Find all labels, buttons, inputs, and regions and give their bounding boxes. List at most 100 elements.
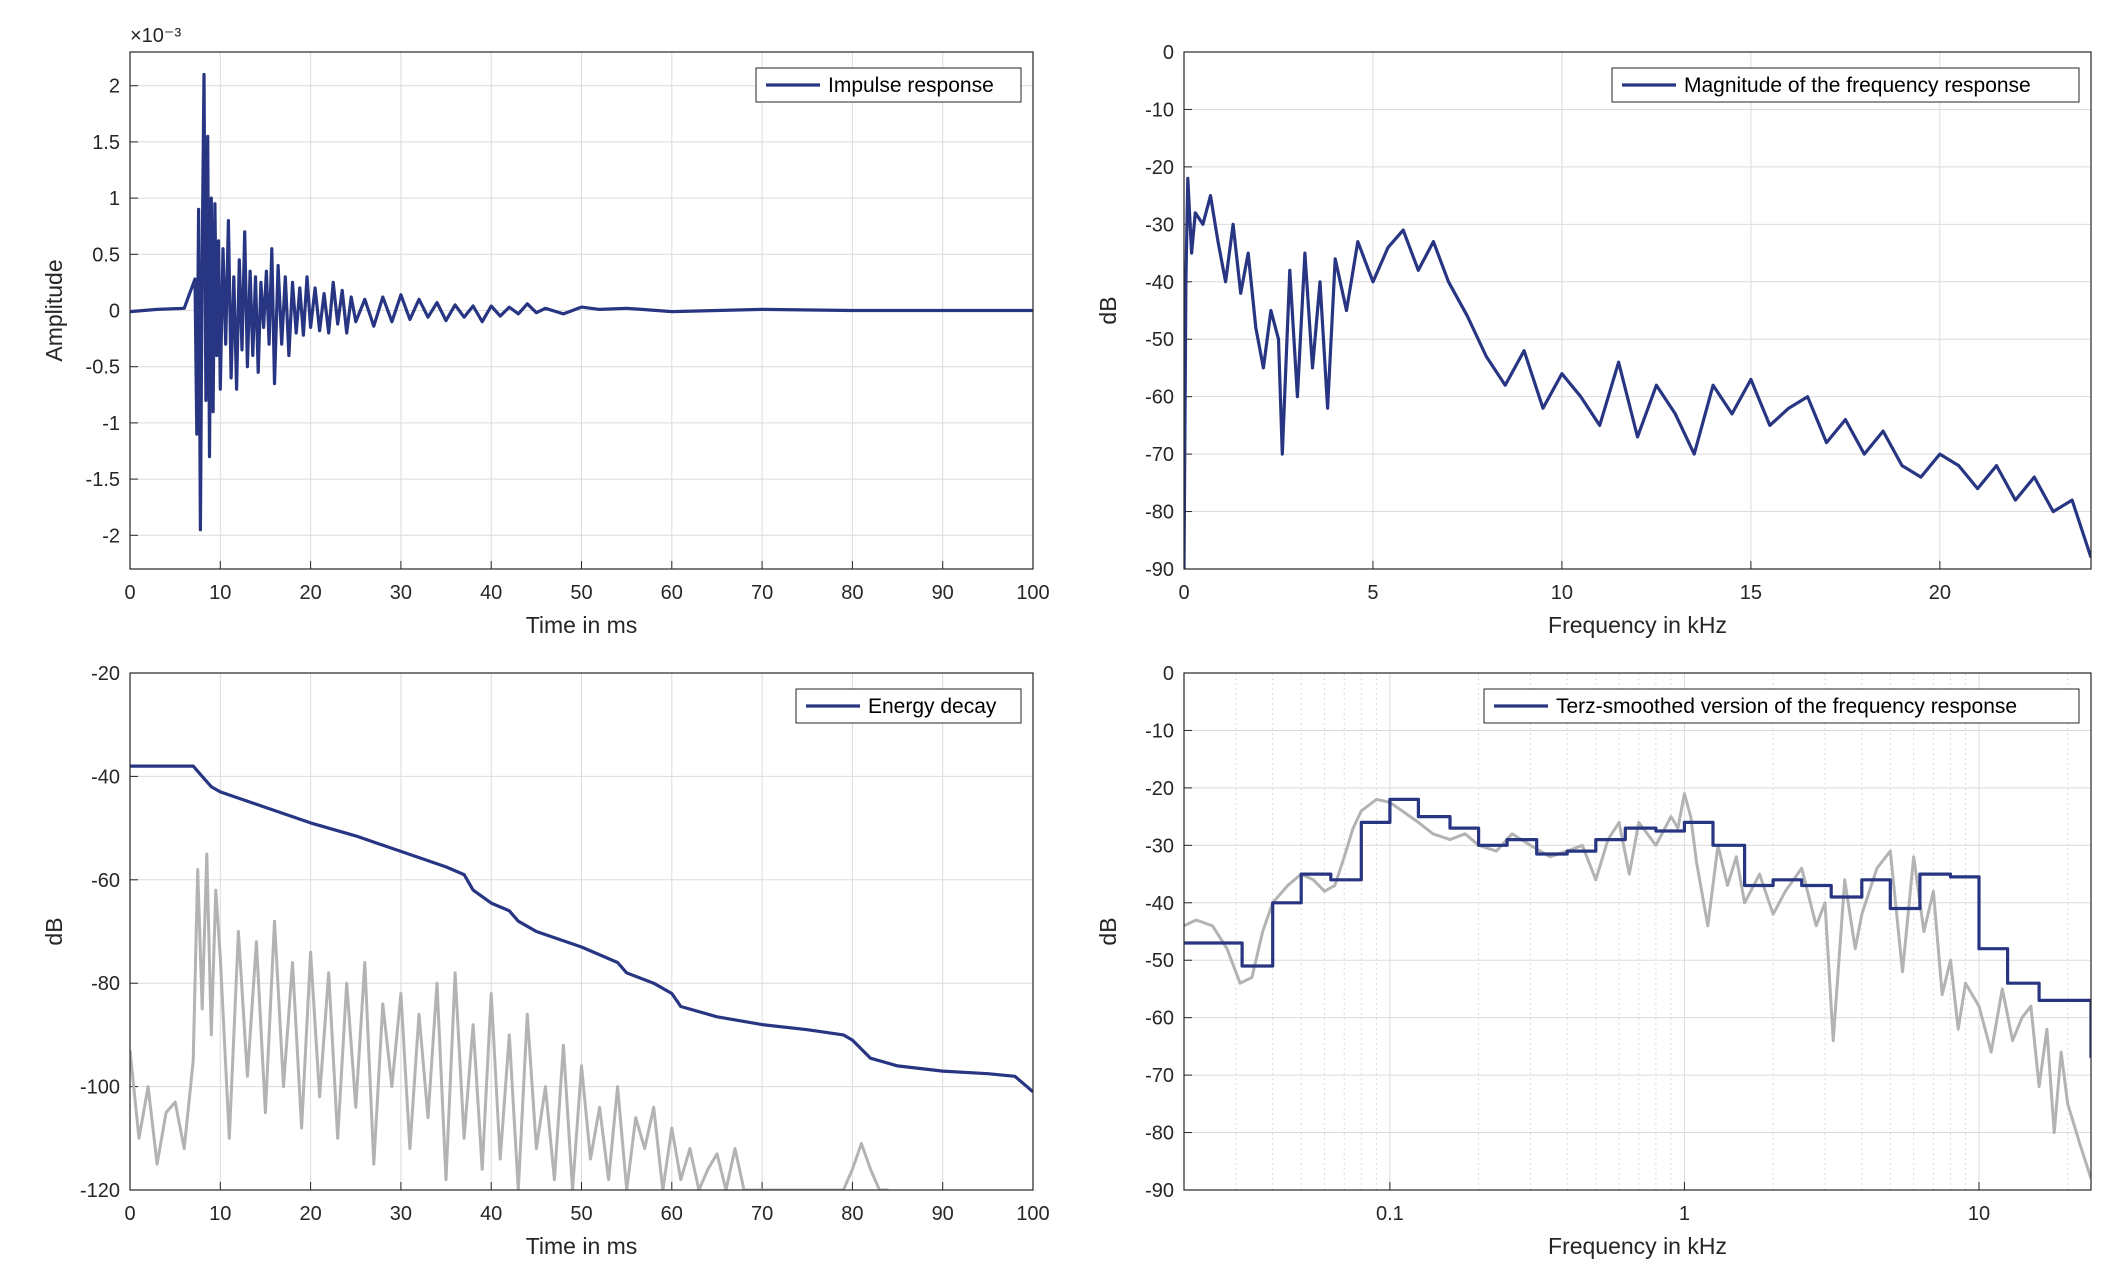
decay-x-tick-label: 50 <box>570 1203 592 1225</box>
impulse-x-tick-label: 40 <box>480 582 502 604</box>
energy-decay-panel: 0 10 20 30 40 50 60 70 80 90 100 -20 -40 -60 -80 -100 -1… <box>41 663 1050 1259</box>
magnitude-x-axis-label: Frequency in kHz <box>1548 612 1727 638</box>
impulse-x-axis-label: Time in ms <box>526 612 638 638</box>
decay-y-tick-label: -40 <box>91 766 120 788</box>
impulse-x-tick-label: 0 <box>124 582 135 604</box>
terz-x-tick-label: 0.1 <box>1376 1203 1404 1225</box>
impulse-x-tick-label: 80 <box>841 582 863 604</box>
decay-legend-box <box>795 688 1022 724</box>
magnitude-legend-box <box>1611 67 2080 103</box>
decay-x-tick-label: 30 <box>390 1203 412 1225</box>
terz-x-axis-label: Frequency in kHz <box>1548 1233 1727 1259</box>
impulse-y-tick-label: 1 <box>109 188 120 210</box>
terz-series-line <box>1184 797 2091 1058</box>
magnitude-y-tick-label: -30 <box>1145 214 1174 236</box>
impulse-x-tick-label: 20 <box>299 582 321 604</box>
impulse-x-tick-label: 30 <box>390 582 412 604</box>
terz-y-tick-label: -30 <box>1145 835 1174 857</box>
impulse-series-line <box>130 72 1033 532</box>
magnitude-y-tick-label: -10 <box>1145 99 1174 121</box>
decay-y-tick-label: -120 <box>80 1180 120 1202</box>
magnitude-legend: Magnitude of the frequency response <box>1611 67 2080 103</box>
impulse-x-tick-label: 60 <box>661 582 683 604</box>
decay-x-tick-label: 0 <box>124 1203 135 1225</box>
impulse-x-tick-label: 90 <box>932 582 954 604</box>
terz-axes-box <box>1183 672 2092 1191</box>
terz-y-tick-label: 0 <box>1163 663 1174 685</box>
impulse-y-tick-label: 0.5 <box>92 244 120 266</box>
terz-legend: Terz-smoothed version of the frequency r… <box>1483 688 2080 724</box>
magnitude-x-tick-label: 10 <box>1551 582 1573 604</box>
magnitude-axes-box <box>1183 51 2092 570</box>
terz-plot-area <box>1184 673 2091 1190</box>
impulse-y-tick-label: -1 <box>102 413 120 435</box>
terz-smoothed-panel: 0.1 1 10 0 -10 -20 -30 -40 -50 -60 -70 -80 -90 Freque… <box>1095 663 2092 1259</box>
decay-y-tick-label: -60 <box>91 870 120 892</box>
impulse-y-tick-label: 0 <box>109 301 120 323</box>
impulse-x-tick-label: 100 <box>1016 582 1049 604</box>
impulse-y-axis-label: Amplitude <box>41 259 67 361</box>
magnitude-y-tick-label: -40 <box>1145 272 1174 294</box>
decay-legend-label: Energy decay <box>868 695 997 718</box>
terz-x-tick-label: 10 <box>1968 1203 1990 1225</box>
magnitude-plot-area <box>1184 52 2091 569</box>
decay-legend: Energy decay <box>795 688 1022 724</box>
impulse-x-tick-label: 50 <box>570 582 592 604</box>
magnitude-y-tick-label: 0 <box>1163 42 1174 64</box>
impulse-y-tick-label: -0.5 <box>86 357 120 379</box>
decay-x-tick-label: 100 <box>1016 1203 1049 1225</box>
impulse-y-tick-label: -1.5 <box>86 469 120 491</box>
terz-y-tick-label: -40 <box>1145 893 1174 915</box>
impulse-response-panel: 0 10 20 30 40 50 60 70 80 90 100 -2 -1.5 -1 -0.5 0 0.5 1 1… <box>41 25 1050 638</box>
impulse-y-tick-label: -2 <box>102 525 120 547</box>
magnitude-x-tick-label: 0 <box>1178 582 1189 604</box>
impulse-exponent-label: ×10⁻³ <box>130 25 181 47</box>
magnitude-y-tick-label: -20 <box>1145 157 1174 179</box>
magnitude-y-tick-label: -90 <box>1145 559 1174 581</box>
decay-y-tick-label: -100 <box>80 1077 120 1099</box>
impulse-legend: Impulse response <box>755 67 1022 103</box>
frequency-magnitude-panel: 0 5 10 15 20 0 -10 -20 -30 -40 -50 -60 -70 -80 -90 Freq… <box>1095 42 2092 638</box>
impulse-axes-box <box>129 51 1034 570</box>
magnitude-y-tick-label: -50 <box>1145 329 1174 351</box>
decay-x-tick-label: 10 <box>209 1203 231 1225</box>
terz-y-tick-label: -80 <box>1145 1123 1174 1145</box>
magnitude-x-tick-label: 15 <box>1740 582 1762 604</box>
terz-y-tick-label: -60 <box>1145 1008 1174 1030</box>
terz-y-tick-label: -50 <box>1145 950 1174 972</box>
magnitude-y-tick-label: -80 <box>1145 502 1174 524</box>
terz-legend-label: Terz-smoothed version of the frequency r… <box>1556 695 2017 718</box>
decay-y-axis-label: dB <box>41 917 67 945</box>
terz-y-tick-label: -90 <box>1145 1180 1174 1202</box>
impulse-x-tick-label: 10 <box>209 582 231 604</box>
terz-y-tick-label: -20 <box>1145 778 1174 800</box>
decay-x-tick-label: 40 <box>480 1203 502 1225</box>
terz-x-tick-label: 1 <box>1679 1203 1690 1225</box>
decay-x-tick-label: 20 <box>299 1203 321 1225</box>
magnitude-legend-label: Magnitude of the frequency response <box>1684 74 2031 97</box>
terz-raw-series-line <box>1184 792 2091 1179</box>
terz-y-axis-label: dB <box>1095 917 1121 945</box>
magnitude-x-tick-label: 5 <box>1367 582 1378 604</box>
decay-axes-box <box>129 672 1034 1191</box>
magnitude-y-tick-label: -70 <box>1145 444 1174 466</box>
decay-raw-series-line <box>130 852 889 1190</box>
magnitude-y-tick-label: -60 <box>1145 387 1174 409</box>
decay-x-tick-label: 80 <box>841 1203 863 1225</box>
decay-y-tick-label: -80 <box>91 973 120 995</box>
magnitude-y-axis-label: dB <box>1095 296 1121 324</box>
impulse-legend-label: Impulse response <box>828 74 994 97</box>
terz-y-tick-label: -10 <box>1145 720 1174 742</box>
decay-x-tick-label: 60 <box>661 1203 683 1225</box>
decay-x-tick-label: 90 <box>932 1203 954 1225</box>
terz-y-tick-label: -70 <box>1145 1065 1174 1087</box>
decay-x-tick-label: 70 <box>751 1203 773 1225</box>
terz-legend-box <box>1483 688 2080 724</box>
impulse-y-tick-label: 2 <box>109 76 120 98</box>
decay-series-line <box>130 764 1033 1094</box>
impulse-y-tick-label: 1.5 <box>92 132 120 154</box>
decay-y-tick-label: -20 <box>91 663 120 685</box>
impulse-x-tick-label: 70 <box>751 582 773 604</box>
decay-x-axis-label: Time in ms <box>526 1233 638 1259</box>
